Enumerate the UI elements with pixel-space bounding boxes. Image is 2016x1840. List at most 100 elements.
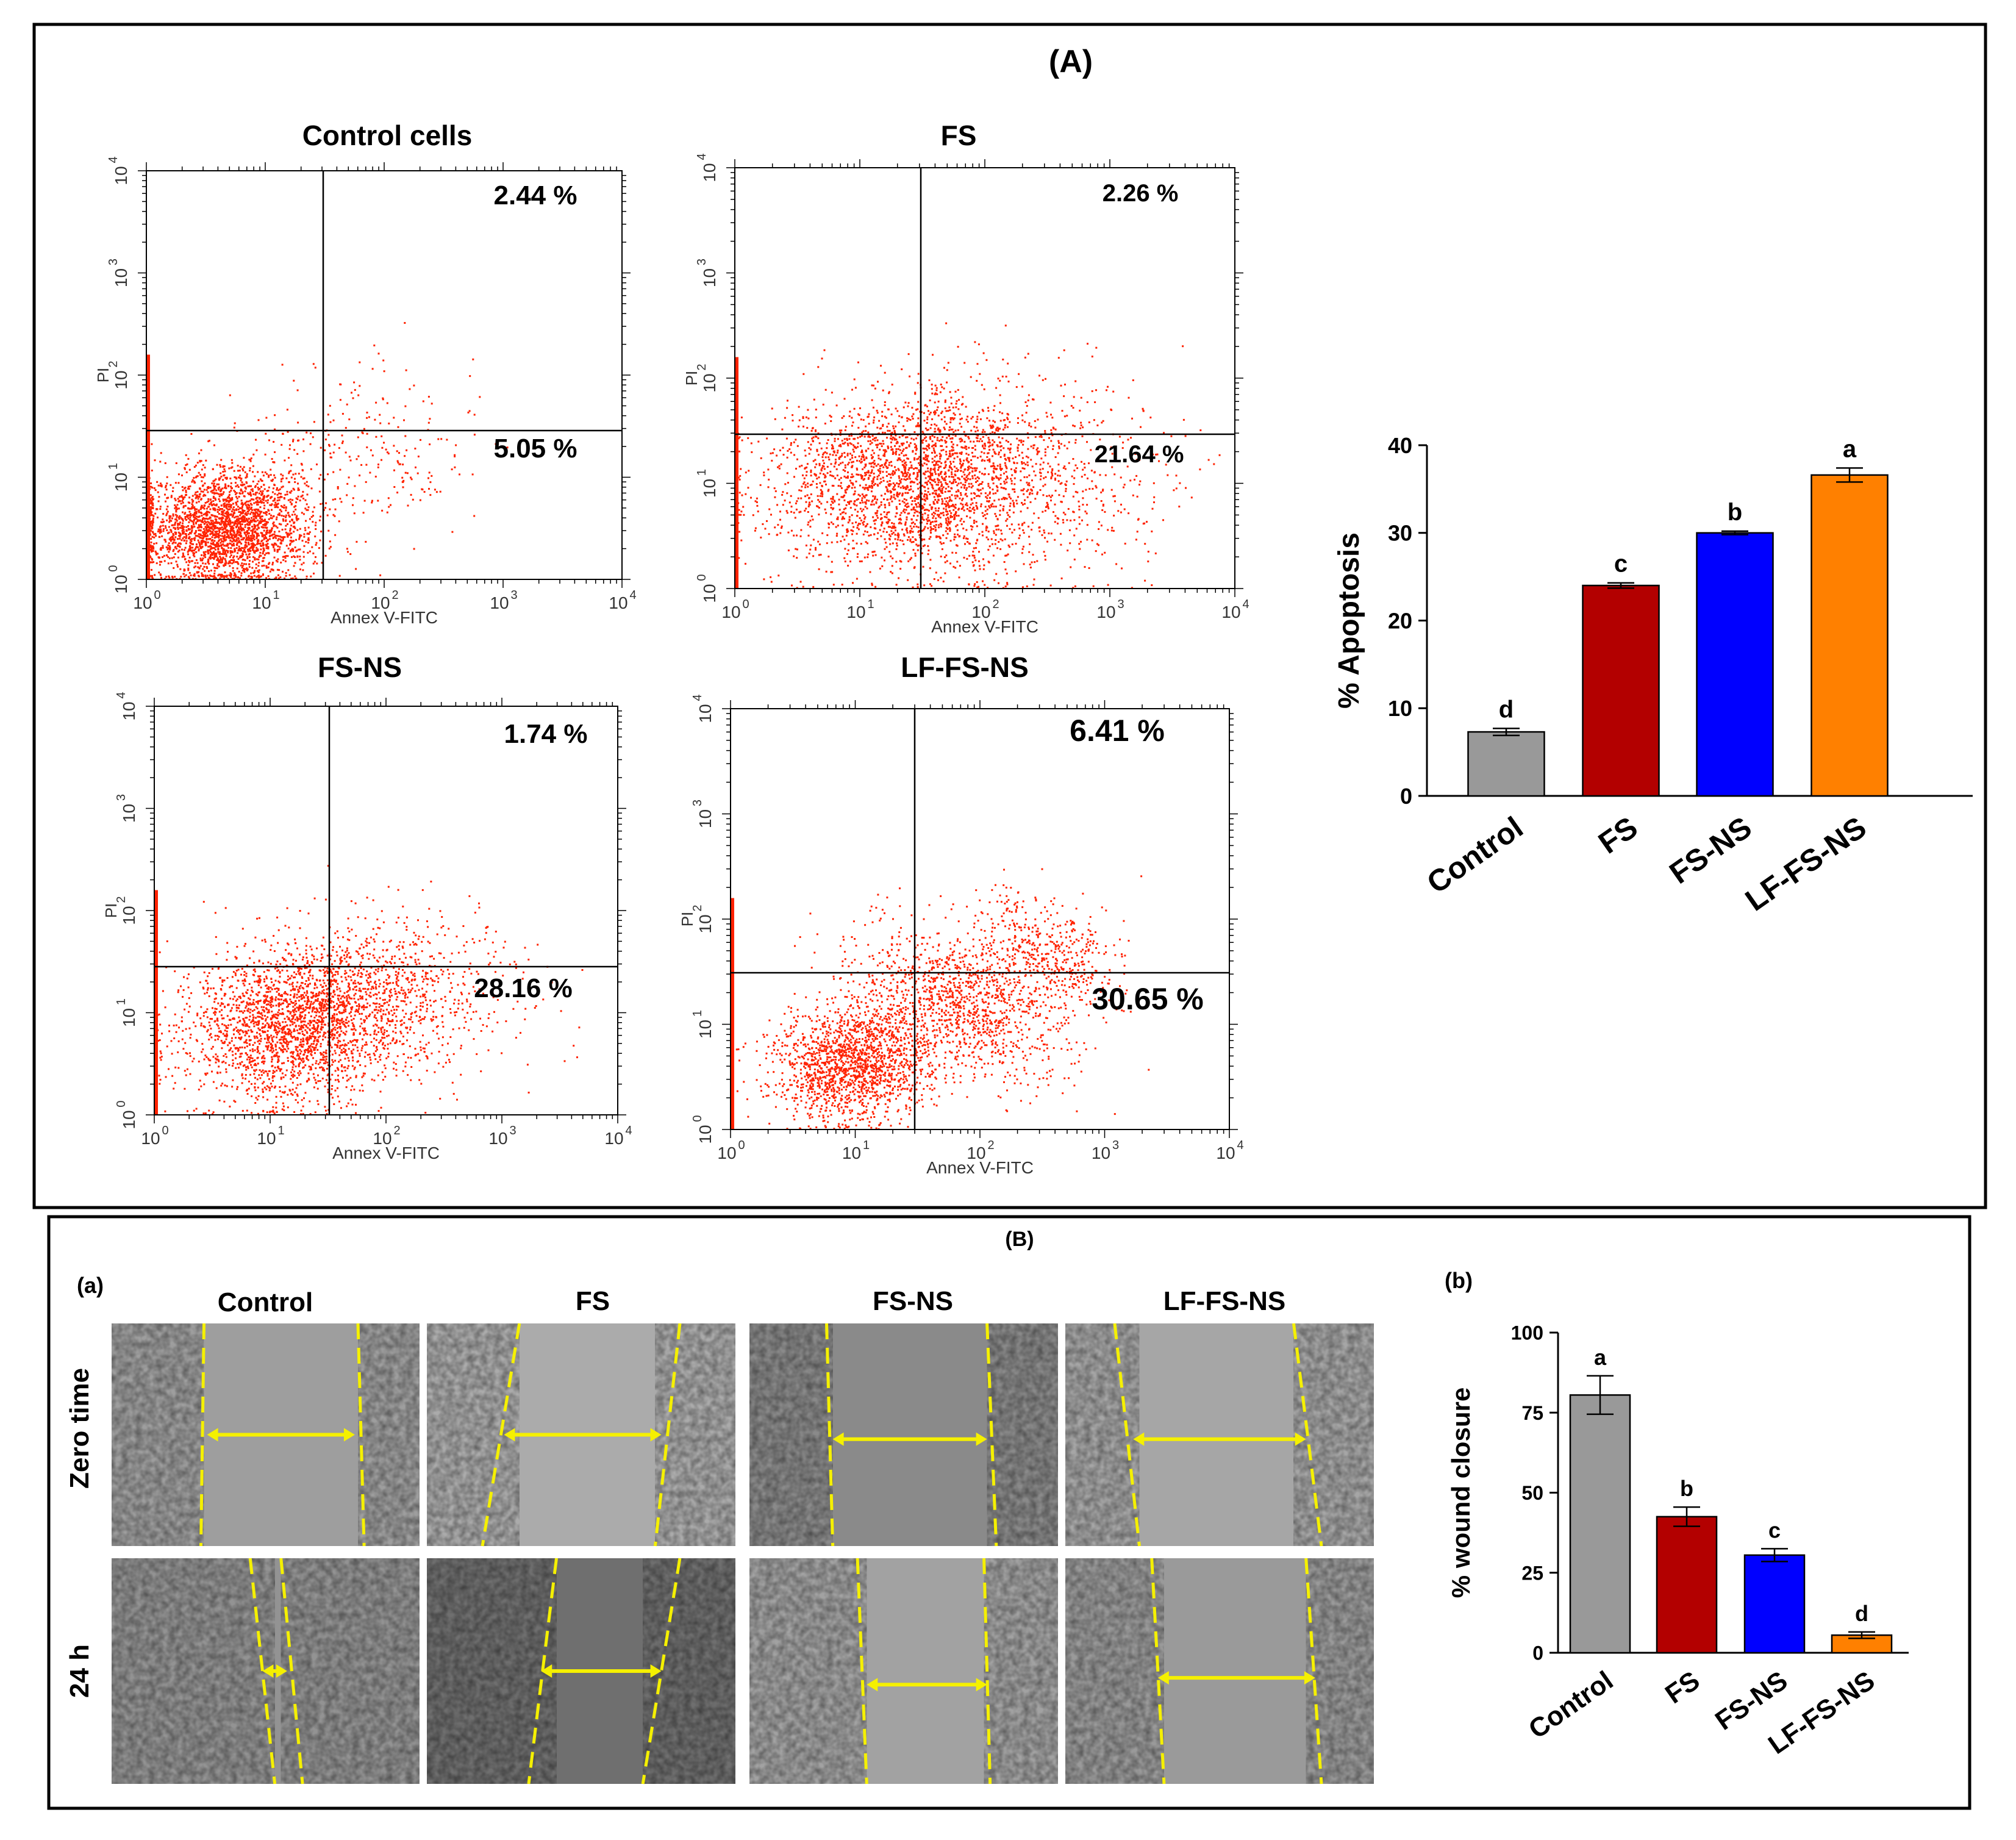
x-tick-label: 10 bbox=[371, 593, 390, 612]
quadrant-lr-fs-ns: 28.16 % bbox=[474, 973, 572, 1003]
cell-monolayer-left bbox=[112, 1558, 275, 1784]
y-tick-exponent: 4 bbox=[107, 156, 120, 163]
scratch-image bbox=[1065, 1558, 1374, 1785]
x-tick-exponent: 2 bbox=[393, 1124, 400, 1137]
significance-letter: a bbox=[1594, 1345, 1607, 1370]
arrow-head-left bbox=[1133, 1432, 1145, 1446]
wound-edge-right bbox=[356, 1323, 366, 1547]
cell-monolayer-right bbox=[643, 1558, 735, 1784]
wound-edge-left bbox=[527, 1558, 559, 1785]
x-tick-exponent: 2 bbox=[992, 598, 999, 611]
scratch-image bbox=[749, 1323, 1058, 1547]
quadrant-ur-lf-fs-ns: 6.41 % bbox=[1070, 714, 1165, 748]
x-tick-exponent: 1 bbox=[273, 589, 279, 602]
x-axis-label: Annex V-FITC bbox=[331, 608, 438, 627]
wound-edge-left bbox=[825, 1323, 835, 1547]
cell-monolayer-left bbox=[112, 1323, 204, 1546]
x-tick-exponent: 4 bbox=[1242, 598, 1249, 611]
y-tick-label: 10 bbox=[112, 268, 130, 287]
arrow-head-left bbox=[262, 1664, 274, 1678]
quadrant-lr-fs: 21.64 % bbox=[1095, 441, 1184, 468]
arrow-head-right bbox=[976, 1678, 987, 1692]
x-axis-label: Annex V-FITC bbox=[931, 617, 1038, 636]
plot-frame bbox=[730, 708, 1230, 1130]
panel-b-sublabel-a: (a) bbox=[77, 1273, 104, 1298]
y-tick-label: 0 bbox=[1532, 1642, 1543, 1664]
quadrant-ur-fs: 2.26 % bbox=[1103, 180, 1179, 207]
x-tick-label: 10 bbox=[717, 1144, 736, 1162]
y-tick-label: 10 bbox=[696, 1125, 715, 1144]
x-tick-label: 10 bbox=[967, 1144, 985, 1162]
cell-monolayer-left bbox=[749, 1558, 867, 1784]
x-tick-exponent: 0 bbox=[154, 589, 160, 602]
bar bbox=[1810, 474, 1889, 797]
y-tick-exponent: 4 bbox=[695, 153, 709, 160]
x-tick-exponent: 3 bbox=[510, 589, 517, 602]
arrow-head-right bbox=[343, 1428, 355, 1442]
cell-monolayer-left bbox=[427, 1323, 520, 1546]
x-tick-exponent: 2 bbox=[987, 1139, 994, 1152]
x-tick-label: 10 bbox=[252, 593, 271, 612]
plot-frame bbox=[146, 170, 623, 580]
x-tick-label: 10 bbox=[842, 1144, 861, 1162]
scratch-image bbox=[749, 1558, 1058, 1785]
bar bbox=[1467, 731, 1545, 797]
category-label: LF-FS-NS bbox=[1739, 810, 1873, 917]
y-tick-label: 10 bbox=[120, 1110, 138, 1129]
y-tick-exponent: 0 bbox=[115, 1100, 128, 1107]
cell-monolayer-left bbox=[749, 1323, 833, 1546]
cell-monolayer-right bbox=[1293, 1323, 1374, 1546]
x-tick-exponent: 3 bbox=[509, 1124, 516, 1137]
arrow-head-left bbox=[504, 1428, 515, 1442]
panel-a-frame bbox=[32, 23, 1987, 1209]
bar bbox=[1743, 1554, 1806, 1654]
y-tick-label: 100 bbox=[1511, 1322, 1543, 1344]
y-tick-exponent: 2 bbox=[107, 360, 120, 367]
cell-monolayer-right bbox=[358, 1323, 420, 1546]
x-tick-exponent: 1 bbox=[863, 1139, 870, 1152]
cell-monolayer-right bbox=[1306, 1558, 1374, 1784]
arrow-head-right bbox=[276, 1664, 287, 1678]
y-tick-label: 25 bbox=[1521, 1562, 1543, 1584]
scratch-assay-grid bbox=[112, 1323, 1374, 1785]
wound-edge-left bbox=[248, 1558, 277, 1785]
x-tick-label: 10 bbox=[1221, 603, 1240, 621]
quadrant-ur-control: 2.44 % bbox=[494, 181, 577, 210]
y-axis-label: PI bbox=[678, 912, 696, 927]
y-tick-label: 10 bbox=[696, 1020, 715, 1039]
scratch-col-control: Control bbox=[218, 1287, 313, 1317]
x-tick-label: 10 bbox=[257, 1129, 276, 1148]
y-tick-label: 50 bbox=[1521, 1482, 1543, 1504]
y-tick-label: 20 bbox=[1388, 608, 1412, 633]
y-tick-label: 10 bbox=[700, 373, 719, 392]
y-tick-exponent: 3 bbox=[107, 259, 120, 265]
x-tick-exponent: 0 bbox=[742, 598, 749, 611]
y-tick-exponent: 1 bbox=[115, 998, 128, 1005]
x-tick-exponent: 3 bbox=[1117, 598, 1124, 611]
plot-frame bbox=[154, 706, 618, 1115]
scratch-col-lf-fs-ns: LF-FS-NS bbox=[1163, 1286, 1285, 1316]
wound-edge-left bbox=[856, 1558, 868, 1785]
x-tick-label: 10 bbox=[846, 603, 865, 621]
y-axis-label: % Apoptosis bbox=[1333, 532, 1365, 709]
y-tick-label: 10 bbox=[112, 370, 130, 389]
x-tick-exponent: 4 bbox=[1237, 1139, 1243, 1152]
x-tick-label: 10 bbox=[609, 593, 627, 612]
x-tick-exponent: 4 bbox=[625, 1124, 632, 1137]
x-tick-label: 10 bbox=[373, 1129, 391, 1148]
x-tick-label: 10 bbox=[141, 1129, 160, 1148]
y-tick-label: 10 bbox=[120, 1008, 138, 1027]
x-tick-label: 10 bbox=[604, 1129, 623, 1148]
y-tick-exponent: 2 bbox=[695, 363, 709, 370]
y-tick-exponent: 0 bbox=[107, 565, 120, 571]
wound-edge-left bbox=[1113, 1323, 1141, 1547]
y-axis-label: PI bbox=[682, 371, 701, 386]
y-tick-label: 10 bbox=[120, 804, 138, 823]
y-tick-label: 10 bbox=[700, 163, 719, 182]
panel-a-label: (A) bbox=[1049, 44, 1093, 79]
wound-edge-right bbox=[653, 1323, 682, 1547]
apoptosis-bar-chart: 0 10 20 30 40 % Apoptosis d Control c FS b FS-NS a LF… bbox=[1333, 433, 1973, 918]
